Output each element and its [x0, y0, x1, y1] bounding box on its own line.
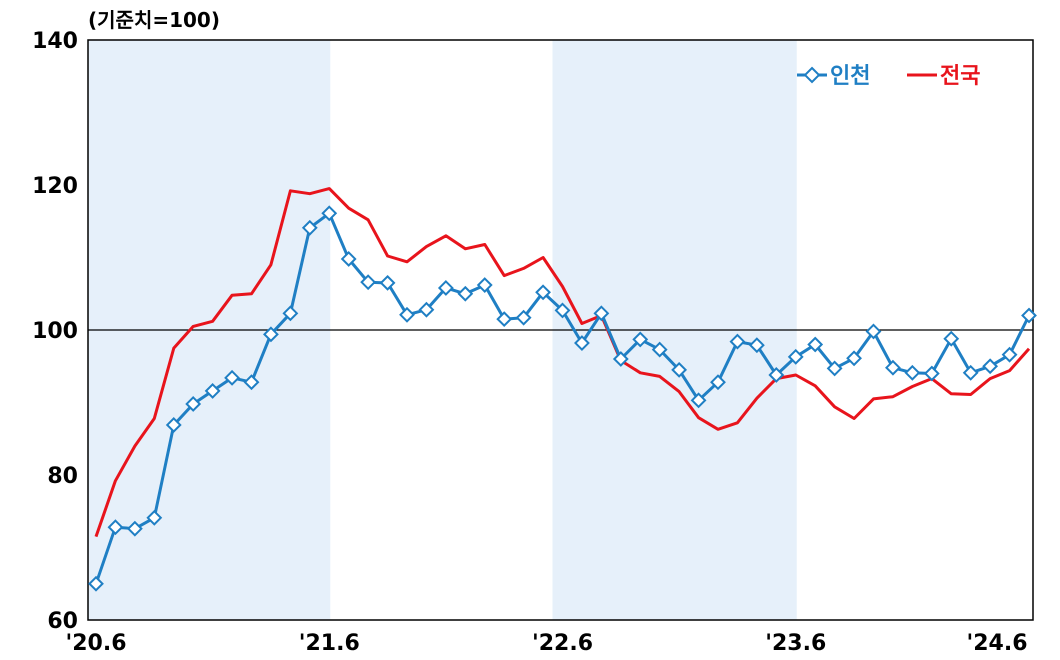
y-axis-ticks: 60 80 100 120 140: [32, 29, 78, 634]
data-point-marker: [437, 280, 454, 296]
data-point-marker: [787, 348, 804, 365]
data-point-marker: [612, 351, 629, 367]
legend-diamond-icon: [803, 66, 821, 84]
data-point-marker: [263, 326, 279, 343]
data-point-marker: [690, 392, 707, 409]
y-tick-label: 100: [32, 319, 78, 344]
data-point-marker: [321, 205, 338, 222]
data-point-marker: [107, 519, 124, 536]
x-axis-ticks: '20.6 '21.6 '22.6 '23.6 '24.6: [65, 631, 1027, 656]
y-tick-label: 120: [32, 174, 78, 199]
data-point-marker: [535, 284, 551, 301]
x-tick-label: '23.6: [765, 631, 826, 656]
series-line-national: [94, 187, 1031, 538]
data-point-marker: [243, 374, 260, 391]
data-point-marker: [943, 330, 960, 347]
data-point-marker: [846, 350, 862, 367]
data-point-marker: [379, 274, 396, 291]
data-point-marker: [165, 417, 182, 433]
data-point-marker: [282, 305, 299, 322]
data-point-marker: [457, 285, 474, 302]
legend-label-national: 전국: [940, 64, 980, 89]
data-point-marker: [982, 358, 999, 375]
data-point-marker: [729, 333, 746, 350]
data-point-marker: [671, 361, 688, 378]
data-point-marker: [962, 364, 979, 381]
data-point-marker: [651, 341, 668, 358]
data-point-marker: [574, 335, 590, 351]
data-point-marker: [768, 367, 785, 383]
y-tick-label: 140: [32, 29, 78, 54]
data-point-marker: [1021, 307, 1037, 324]
data-point-marker: [146, 509, 163, 526]
data-point-marker: [1001, 346, 1018, 363]
y-tick-label: 80: [47, 464, 78, 489]
data-point-marker: [88, 575, 104, 592]
data-point-marker: [904, 364, 921, 381]
data-point-marker: [554, 302, 571, 319]
data-point-marker: [923, 365, 940, 382]
data-point-marker: [496, 311, 513, 328]
data-point-marker: [126, 520, 143, 537]
data-point-marker: [826, 360, 843, 377]
x-tick-label: '22.6: [532, 631, 593, 656]
data-point-marker: [476, 277, 493, 293]
data-point-marker: [360, 274, 377, 291]
series-markers: [88, 205, 1037, 592]
legend: 인천 전국: [797, 64, 980, 89]
legend-item-national: 전국: [907, 64, 980, 89]
data-point-marker: [185, 396, 202, 412]
data-point-marker: [748, 337, 765, 354]
x-tick-label: '24.6: [966, 631, 1027, 656]
data-point-marker: [865, 323, 882, 340]
y-tick-label: 60: [47, 609, 78, 634]
data-point-marker: [710, 374, 726, 391]
x-tick-label: '20.6: [65, 631, 126, 656]
data-point-marker: [399, 306, 415, 323]
data-point-marker: [204, 382, 221, 399]
data-point-marker: [340, 251, 357, 267]
data-point-marker: [301, 219, 318, 236]
data-point-marker: [515, 309, 532, 326]
x-tick-label: '21.6: [299, 631, 360, 656]
data-point-marker: [224, 369, 240, 386]
data-point-marker: [418, 301, 435, 318]
data-point-marker: [807, 336, 824, 353]
data-point-marker: [593, 305, 610, 322]
legend-item-incheon: 인천: [797, 64, 870, 89]
y-axis-unit-label: (기준치=100): [88, 8, 220, 32]
legend-label-incheon: 인천: [830, 64, 870, 89]
data-point-marker: [885, 359, 901, 376]
data-point-marker: [632, 331, 649, 348]
